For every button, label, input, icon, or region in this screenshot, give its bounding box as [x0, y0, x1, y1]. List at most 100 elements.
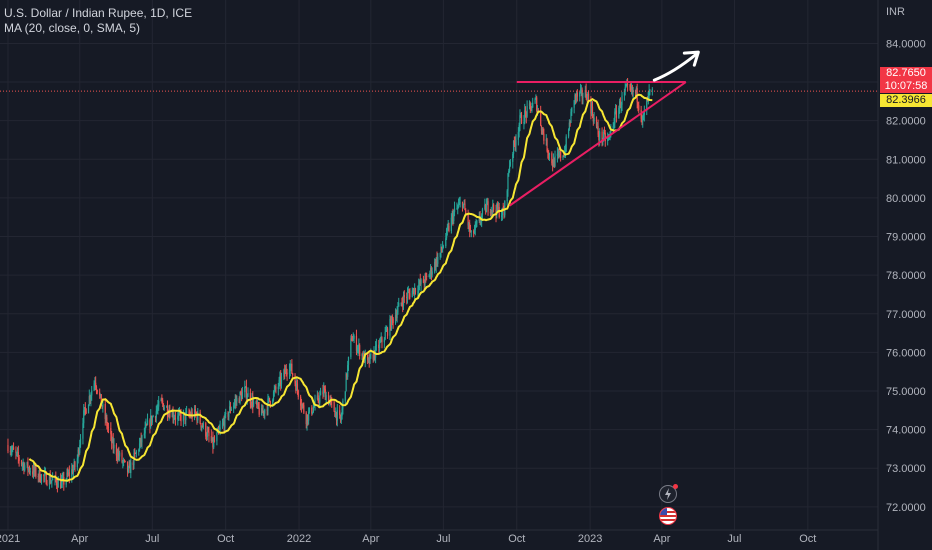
candle-body	[575, 92, 578, 98]
candle-body	[199, 412, 201, 424]
candle-body	[182, 412, 185, 422]
candle-body	[249, 392, 252, 404]
candle-body	[218, 429, 220, 431]
candle-body	[88, 396, 90, 405]
candle-body	[621, 95, 623, 105]
candle-body	[167, 414, 169, 416]
candle-body	[469, 223, 471, 231]
candle-body	[451, 214, 453, 218]
support-trendline	[509, 81, 687, 207]
candle-body	[57, 479, 59, 488]
candle-body	[286, 372, 288, 375]
candle-body	[158, 400, 160, 407]
candle-body	[129, 464, 131, 473]
candle-body	[224, 413, 226, 428]
ma-price-tag: 82.3966	[880, 94, 932, 107]
candle-body	[40, 474, 43, 482]
candle-body	[102, 403, 104, 408]
candle-body	[431, 271, 433, 275]
candle-body	[439, 252, 441, 257]
candle-body	[541, 128, 543, 131]
candle-body	[554, 155, 556, 167]
candle-body	[646, 99, 648, 111]
candle-body	[225, 412, 227, 414]
candle-body	[447, 226, 449, 228]
candle-body	[134, 453, 137, 455]
candle-body	[569, 122, 571, 124]
candle-body	[614, 111, 616, 124]
candle-body	[340, 416, 342, 421]
y-tick-label: 82.0000	[886, 116, 926, 128]
candle-body	[207, 431, 209, 433]
candle-body	[473, 229, 476, 234]
currency-label: INR	[886, 6, 905, 18]
candle-body	[448, 226, 450, 231]
time-axis[interactable]: 2021 Apr Jul Oct 2022 Apr Jul Oct 2023 Apr Jul Oct	[0, 529, 878, 545]
symbol-title[interactable]: U.S. Dollar / Indian Rupee, 1D, ICE	[4, 6, 193, 20]
candle-body	[635, 88, 637, 94]
candle-body	[545, 139, 547, 141]
candle-body	[642, 114, 645, 117]
candle-body	[101, 405, 103, 408]
candle-body	[542, 128, 544, 134]
candle-body	[126, 461, 129, 472]
candle-body	[504, 201, 506, 216]
candle-body	[584, 90, 586, 98]
candle-body	[524, 110, 527, 113]
candle-body	[51, 480, 53, 482]
candle-body	[623, 91, 626, 96]
candle-body	[474, 223, 476, 230]
candle-body	[179, 411, 181, 415]
candle-body	[595, 117, 598, 127]
candle-body	[143, 433, 145, 436]
candle-body	[513, 140, 515, 143]
candle-body	[603, 132, 606, 134]
candle-body	[121, 452, 123, 463]
candle-body	[195, 413, 197, 414]
candle-body	[626, 84, 628, 85]
indicator-label[interactable]: MA (20, close, 0, SMA, 5)	[4, 21, 141, 35]
candle-body	[556, 153, 559, 156]
us-flag-icon[interactable]	[659, 507, 677, 525]
candle-body	[262, 410, 264, 414]
candle-body	[386, 328, 388, 331]
flash-icon[interactable]	[659, 484, 678, 503]
candle-body	[634, 90, 637, 94]
candle-body	[169, 411, 171, 418]
candle-body	[507, 173, 509, 191]
candle-body	[408, 291, 410, 294]
candle-body	[161, 398, 163, 401]
candle-body	[401, 302, 403, 304]
candle-body	[279, 376, 281, 380]
candle-body	[419, 280, 421, 285]
candle-body	[392, 318, 394, 323]
candle-body	[72, 468, 74, 474]
candle-body	[138, 450, 140, 452]
candle-body	[94, 382, 96, 384]
candle-body	[240, 392, 242, 394]
candle-body	[411, 290, 413, 298]
candle-body	[543, 133, 545, 141]
candle-body	[60, 479, 62, 488]
y-tick-label: 72.0000	[886, 502, 926, 514]
candle-body	[367, 358, 370, 360]
candle-body	[418, 280, 421, 286]
candle-body	[456, 207, 458, 209]
candle-body	[540, 125, 543, 131]
candle-body	[631, 86, 633, 93]
candle-body	[230, 408, 232, 411]
candle-body	[155, 411, 157, 418]
candle-body	[27, 462, 29, 470]
candle-body	[117, 452, 119, 459]
candle-body	[519, 115, 521, 125]
candle-body	[28, 468, 30, 470]
candle-body	[420, 279, 422, 285]
candle-body	[200, 423, 202, 428]
candle-body	[308, 407, 311, 413]
candle-body	[481, 209, 484, 216]
candle-body	[252, 401, 255, 407]
candle-body	[83, 407, 86, 411]
candle-body	[604, 133, 606, 141]
candle-body	[414, 288, 416, 295]
